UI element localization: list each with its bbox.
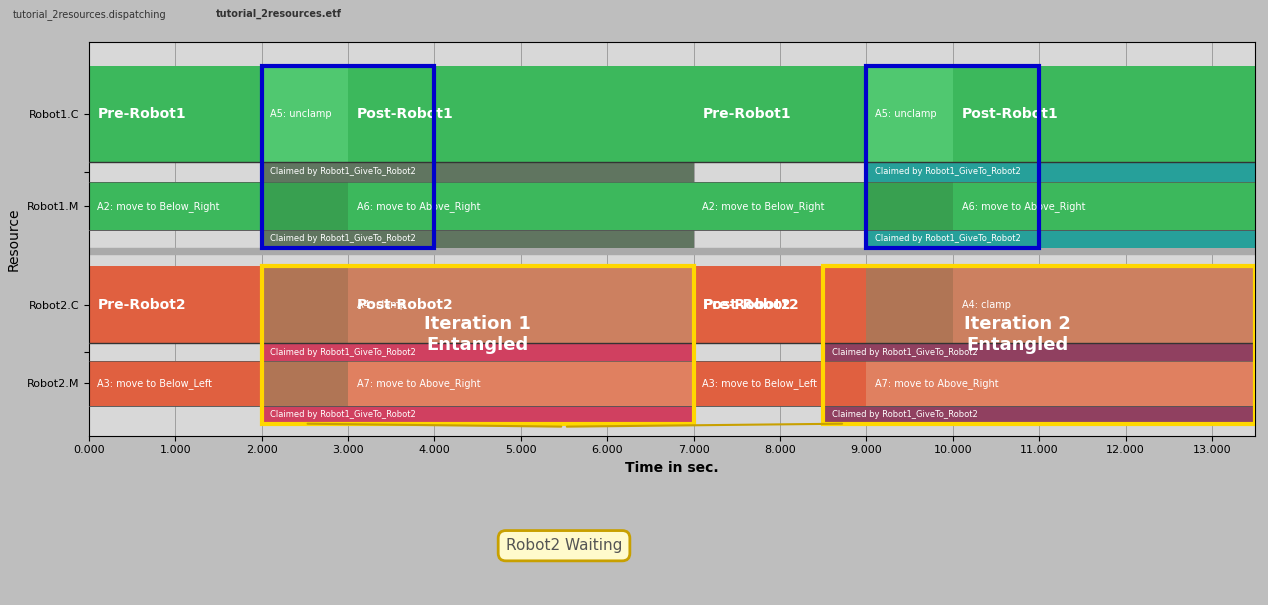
Text: Pre-Robot1: Pre-Robot1	[98, 107, 186, 121]
Text: Claimed by Robot1_GiveTo_Robot2: Claimed by Robot1_GiveTo_Robot2	[270, 348, 416, 357]
Bar	[261, 66, 347, 162]
Text: Claimed by Robot1_GiveTo_Robot2: Claimed by Robot1_GiveTo_Robot2	[875, 168, 1021, 177]
Bar	[866, 266, 952, 343]
Bar	[347, 266, 694, 343]
Bar	[823, 406, 1255, 424]
Text: Claimed by Robot1_GiveTo_Robot2: Claimed by Robot1_GiveTo_Robot2	[875, 235, 1021, 243]
Bar	[866, 230, 1255, 248]
Text: Post-Robot2: Post-Robot2	[702, 298, 799, 312]
Text: tutorial_2resources.etf: tutorial_2resources.etf	[216, 9, 341, 19]
Bar	[694, 266, 866, 343]
Text: A4: clamp: A4: clamp	[356, 299, 406, 310]
Text: Claimed by Robot1_GiveTo_Robot2: Claimed by Robot1_GiveTo_Robot2	[270, 410, 416, 419]
Y-axis label: Resource: Resource	[8, 208, 22, 270]
Text: Iteration 2
Entangled: Iteration 2 Entangled	[964, 315, 1071, 354]
Bar	[261, 266, 347, 343]
Text: A6: move to Above_Right: A6: move to Above_Right	[356, 201, 481, 212]
Bar	[952, 266, 1255, 343]
Bar	[89, 248, 1255, 254]
Text: Claimed by Robot1_GiveTo_Robot2: Claimed by Robot1_GiveTo_Robot2	[832, 410, 978, 419]
Text: tutorial_2resources.dispatching: tutorial_2resources.dispatching	[13, 9, 166, 20]
Text: A4: clamp: A4: clamp	[961, 299, 1011, 310]
Text: Post-Robot1: Post-Robot1	[356, 107, 454, 121]
Bar	[952, 66, 1255, 162]
Text: Pre-Robot1: Pre-Robot1	[702, 107, 791, 121]
Text: Claimed by Robot1_GiveTo_Robot2: Claimed by Robot1_GiveTo_Robot2	[270, 168, 416, 177]
Text: A3: move to Below_Left: A3: move to Below_Left	[98, 378, 213, 389]
Bar	[694, 361, 866, 406]
Text: Claimed by Robot1_GiveTo_Robot2: Claimed by Robot1_GiveTo_Robot2	[270, 235, 416, 243]
Bar	[261, 66, 435, 248]
Bar	[952, 182, 1255, 230]
Bar	[866, 66, 952, 162]
Bar	[261, 266, 694, 424]
Bar	[261, 406, 694, 424]
Text: A7: move to Above_Right: A7: move to Above_Right	[875, 378, 999, 389]
Text: Post-Robot1: Post-Robot1	[961, 107, 1059, 121]
X-axis label: Time in sec.: Time in sec.	[625, 461, 719, 475]
Text: A2: move to Below_Right: A2: move to Below_Right	[702, 201, 824, 212]
Bar	[694, 182, 866, 230]
Bar	[347, 66, 694, 162]
Bar	[866, 182, 952, 230]
Bar	[866, 361, 1255, 406]
Bar	[866, 162, 1255, 182]
Bar	[823, 343, 1255, 361]
Text: A7: move to Above_Right: A7: move to Above_Right	[356, 378, 481, 389]
Bar	[261, 182, 347, 230]
Text: Iteration 1
Entangled: Iteration 1 Entangled	[425, 315, 531, 354]
Bar	[89, 66, 261, 162]
Bar	[261, 361, 347, 406]
Text: Pre-Robot2: Pre-Robot2	[702, 298, 791, 312]
Text: A5: unclamp: A5: unclamp	[875, 109, 937, 119]
Text: A3: move to Below_Left: A3: move to Below_Left	[702, 378, 818, 389]
Text: Robot2 Waiting: Robot2 Waiting	[506, 538, 623, 553]
Bar	[261, 162, 694, 182]
Bar	[261, 343, 694, 361]
Bar	[89, 361, 261, 406]
Text: Claimed by Robot1_GiveTo_Robot2: Claimed by Robot1_GiveTo_Robot2	[832, 348, 978, 357]
Bar	[823, 266, 1255, 424]
Text: A2: move to Below_Right: A2: move to Below_Right	[98, 201, 219, 212]
Text: Post-Robot2: Post-Robot2	[356, 298, 454, 312]
Bar	[866, 66, 1040, 248]
Text: A6: move to Above_Right: A6: move to Above_Right	[961, 201, 1085, 212]
Bar	[347, 182, 694, 230]
Bar	[694, 66, 866, 162]
Bar	[261, 230, 694, 248]
Bar	[89, 182, 261, 230]
Bar	[89, 266, 261, 343]
Text: Pre-Robot2: Pre-Robot2	[98, 298, 186, 312]
Text: A5: unclamp: A5: unclamp	[270, 109, 332, 119]
Bar	[347, 361, 694, 406]
